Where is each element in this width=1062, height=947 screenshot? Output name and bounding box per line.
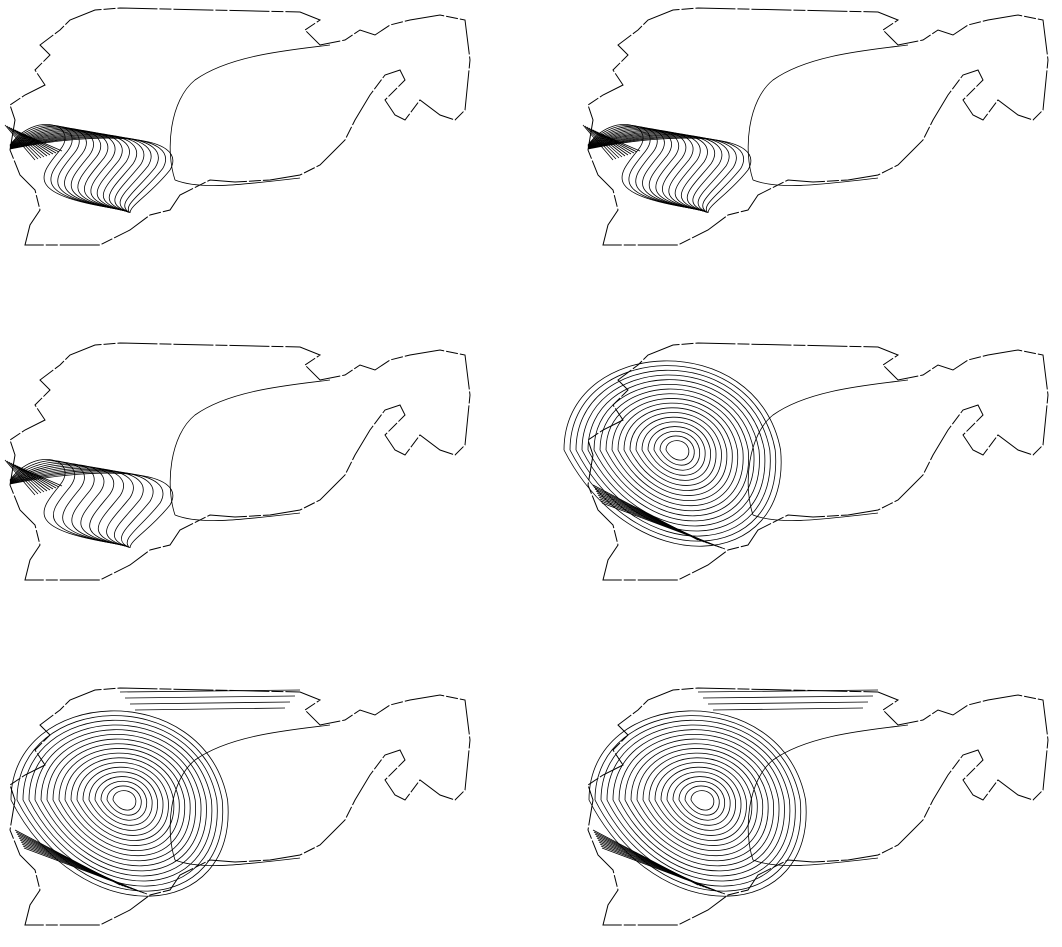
contour-line: [170, 45, 330, 186]
coastline: [10, 688, 470, 925]
contour-line: [170, 380, 330, 521]
map-panel: [564, 343, 1048, 580]
contour-line: [748, 380, 908, 521]
map-panel: [588, 688, 1048, 925]
contour-line: [576, 370, 770, 536]
contour-line: [666, 441, 689, 461]
hatch-line: [602, 503, 725, 549]
contour-maps: [0, 0, 1062, 947]
contour-line: [624, 408, 727, 496]
contour-line: [648, 427, 705, 476]
contour-line: [23, 720, 217, 886]
map-panel: [5, 8, 470, 245]
contour-line: [703, 696, 873, 698]
contour-line: [619, 734, 779, 871]
map-panel: [583, 8, 1048, 245]
contour-line: [673, 777, 730, 826]
contour-line: [655, 762, 746, 840]
contour-line: [595, 716, 801, 892]
contour-line: [691, 791, 714, 811]
contour-line: [95, 777, 152, 826]
map-panel: [10, 688, 470, 925]
coastline: [588, 688, 1048, 925]
contour-line: [113, 791, 136, 811]
coastline: [10, 8, 470, 245]
page: (() => { const svg = document.getElement…: [0, 0, 1062, 947]
contour-line: [630, 412, 721, 490]
contour-line: [649, 758, 752, 846]
coastline: [588, 343, 1048, 580]
contour-line: [10, 473, 173, 548]
contour-line: [708, 702, 868, 704]
contour-line: [601, 720, 795, 886]
contour-line: [17, 716, 223, 892]
contour-line: [748, 45, 908, 186]
contour-line: [41, 734, 201, 871]
coastline: [10, 343, 470, 580]
contour-line: [570, 366, 776, 542]
contour-line: [636, 417, 716, 485]
contour-line: [77, 762, 168, 840]
contour-line: [71, 758, 174, 846]
contour-line: [83, 767, 163, 835]
contour-line: [125, 696, 295, 698]
contour-line: [130, 702, 290, 704]
coastline: [588, 8, 1048, 245]
contour-line: [135, 708, 285, 710]
contour-line: [661, 767, 741, 835]
map-panel: [5, 343, 470, 580]
contour-line: [713, 708, 863, 710]
